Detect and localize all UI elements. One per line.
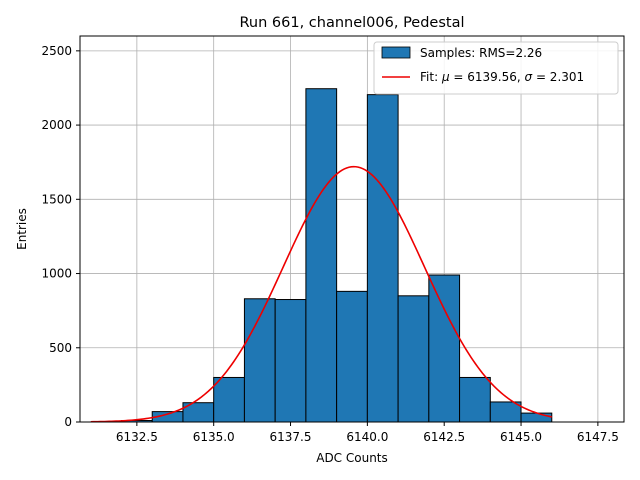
histogram-bar: [305, 88, 338, 423]
x-tick-label: 6132.5: [116, 430, 158, 444]
y-tick-label: 2500: [41, 44, 72, 58]
histogram-bar: [520, 412, 553, 423]
histogram-bar: [489, 401, 522, 423]
legend-label-samples: Samples: RMS=2.26: [420, 46, 542, 60]
histogram-bar: [397, 295, 430, 423]
x-tick-label: 6147.5: [577, 430, 619, 444]
y-axis-ticks: 0 500 1000 1500 2000 2500: [41, 44, 80, 429]
y-axis-label: Entries: [15, 208, 29, 250]
y-tick-label: 2000: [41, 118, 72, 132]
histogram-bar: [274, 299, 307, 423]
y-tick-label: 500: [49, 341, 72, 355]
x-tick-label: 6135.0: [193, 430, 235, 444]
histogram-bar: [366, 94, 399, 423]
plot-frame: [79, 35, 625, 423]
histogram-bar: [428, 274, 461, 423]
legend: Samples: RMS=2.26 Fit: μ = 6139.56, σ = …: [373, 41, 619, 95]
histogram-bar: [213, 376, 245, 423]
x-tick-label: 6137.5: [270, 430, 312, 444]
x-tick-label: 6142.5: [423, 430, 465, 444]
legend-swatch-samples: [381, 46, 411, 59]
chart-title: Run 661, channel006, Pedestal: [239, 15, 464, 31]
y-tick-label: 0: [64, 415, 72, 429]
x-axis-ticks: 6132.5 6135.0 6137.5 6140.0 6142.5 6145.0 6147…: [116, 422, 619, 444]
y-tick-label: 1500: [41, 192, 72, 206]
y-tick-label: 1000: [41, 267, 72, 281]
fit-curve: [90, 165, 552, 423]
legend-label-fit: Fit: μ = 6139.56, σ = 2.301: [420, 70, 584, 84]
legend-box: [373, 41, 619, 95]
histogram-bars: [120, 88, 553, 423]
x-tick-label: 6140.0: [346, 430, 388, 444]
x-tick-label: 6145.0: [500, 430, 542, 444]
histogram-bar: [336, 290, 368, 423]
x-axis-label: ADC Counts: [316, 451, 388, 465]
histogram-bar: [459, 376, 491, 423]
